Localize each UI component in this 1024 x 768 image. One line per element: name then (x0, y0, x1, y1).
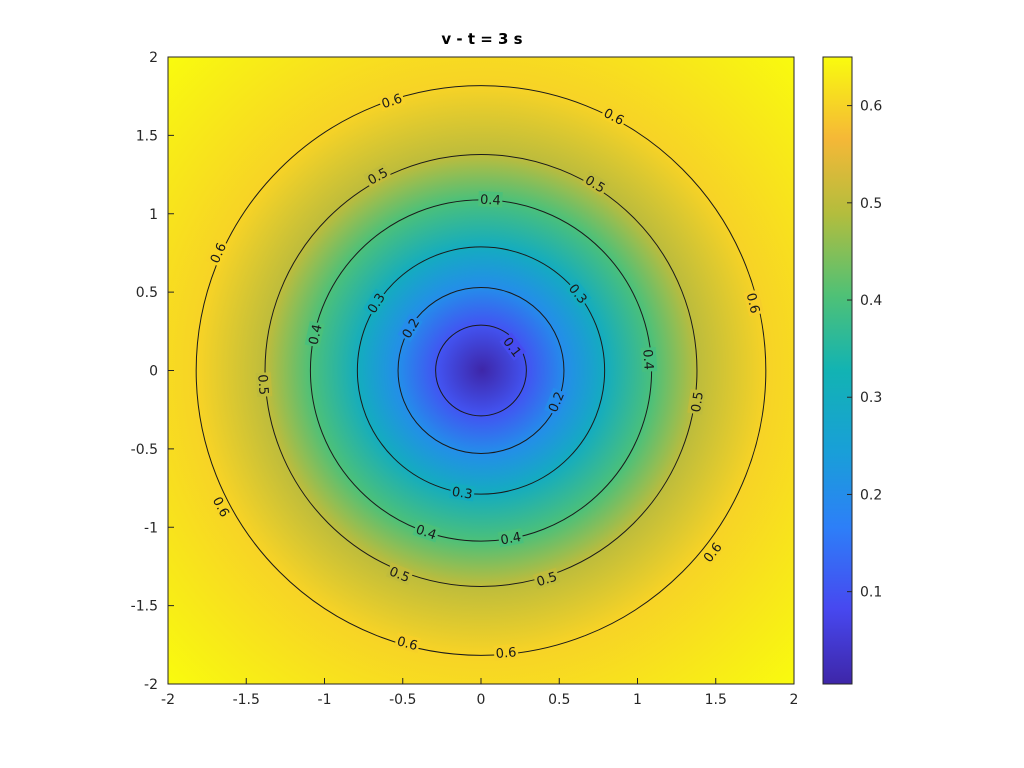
colorbar-frame (822, 56, 853, 685)
contour-labels: 0.10.20.20.3 0.30.30.40.40.40.4 0.40.5 0.50… (205, 89, 764, 662)
contour-label: 0.5 (385, 562, 414, 586)
contour-label-text: 0.6 (495, 645, 517, 662)
contour-label: 0.3 (449, 483, 476, 503)
contour-label-gap (640, 347, 658, 372)
contour-label: 0.4 (412, 520, 441, 543)
contour-line-0.1 (435, 324, 527, 417)
contour-label-gap (397, 313, 423, 343)
y-tick-label: -1.5 (131, 599, 158, 615)
x-tick-label: 0.5 (548, 692, 570, 708)
contour-label-text: 0.4 (414, 522, 438, 543)
x-tick-label: 0 (477, 692, 486, 708)
y-tick-label: -0.5 (131, 442, 158, 458)
colorbar: 0.6 0.5 0.4 0.3 0.2 0.1 (822, 56, 882, 685)
contour-label-gap (565, 279, 592, 308)
contour-line-0.3 (356, 246, 606, 495)
x-tick-label: -1 (318, 692, 332, 708)
y-tick-label: 2 (149, 50, 158, 66)
y-tick-label: 1 (149, 207, 158, 223)
contour-label-gap (581, 170, 610, 197)
contour-label-gap (449, 483, 476, 502)
contour-label-gap (205, 238, 230, 267)
contour-label-text: 0.2 (546, 390, 568, 415)
contour-label-text: 0.4 (307, 323, 326, 346)
contour-line-0.6 (195, 85, 767, 656)
colorbar-tick-label: 0.4 (860, 293, 882, 309)
contour-label: 0.4 (497, 528, 524, 548)
contour-label-text: 0.5 (689, 391, 707, 414)
colorbar-tick-label: 0.2 (860, 487, 882, 503)
colorbar-ticks: 0.6 0.5 0.4 0.3 0.2 0.1 (847, 99, 882, 601)
contour-label-gap (600, 103, 629, 129)
contour-label-text: 0.5 (387, 564, 412, 586)
chart-title: v - t = 3 s (441, 30, 522, 48)
y-tick-label: 0.5 (136, 285, 158, 301)
contour-label-gap (385, 562, 414, 586)
contour-label: 0.5 (687, 388, 707, 415)
contour-label-text: 0.4 (480, 193, 501, 209)
contour-label-gap (209, 492, 234, 521)
contour-line-0.2 (397, 287, 565, 454)
contour-label: 0.5 (254, 372, 273, 398)
contour-label-text: 0.6 (743, 291, 763, 315)
contour-label-text: 0.5 (535, 570, 559, 591)
colorbar-tick-label: 0.6 (860, 99, 882, 115)
contour-label: 0.6 (394, 632, 422, 654)
y-tick-label: -2 (144, 677, 158, 693)
contour-label-text: 0.4 (499, 530, 522, 548)
contour-label: 0.6 (377, 89, 406, 112)
contour-label-gap (544, 387, 568, 416)
contour-label-gap (377, 89, 406, 112)
x-tick-label: 1 (633, 692, 642, 708)
contour-label: 0.5 (532, 567, 561, 591)
contour-label: 0.6 (493, 643, 519, 662)
colorbar-tick-label: 0.1 (860, 585, 882, 601)
contour-label-gap (499, 332, 526, 361)
colorbar-tick-label: 0.5 (860, 196, 882, 212)
contour-label-gap (412, 520, 441, 543)
x-tick-label: -0.5 (389, 692, 416, 708)
x-tick-label: 2 (790, 692, 799, 708)
contour-label-gap (743, 289, 764, 317)
x-axis: -2 -1.5 -1 -0.5 0 0.5 1 1.5 2 (161, 678, 798, 708)
contour-line-0.5 (264, 154, 698, 587)
contour-label-text: 0.6 (395, 634, 419, 654)
x-tick-label: -2 (161, 692, 175, 708)
contour-label: 0.4 (478, 191, 503, 209)
contour-label-gap (478, 191, 503, 208)
contour-label-gap (304, 321, 325, 348)
contour-label: 0.4 (304, 321, 326, 348)
contour-label-gap (394, 632, 422, 654)
y-tick-label: 1.5 (136, 128, 158, 144)
contour-label-gap (687, 388, 706, 415)
y-axis: 2 1.5 1 0.5 0 -0.5 -1 -1.5 -2 (131, 50, 174, 693)
colorbar-tick-label: 0.3 (860, 390, 882, 406)
contour-label-gap (493, 643, 519, 661)
x-tick-label: 1.5 (705, 692, 727, 708)
field-surface (168, 57, 794, 684)
contour-label-gap (532, 567, 561, 590)
contour-label-text: 0.6 (380, 91, 404, 112)
y-tick-label: 0 (149, 364, 158, 380)
x-tick-label: -1.5 (233, 692, 260, 708)
plot-area: 0.10.20.20.3 0.30.30.40.40.40.4 0.40.5 0.50… (168, 57, 794, 684)
contour-label-text: 0.3 (451, 485, 474, 503)
contour-label-text: 0.5 (254, 374, 270, 396)
contour-label-text: 0.4 (639, 349, 655, 371)
contour-label: 0.6 (743, 289, 764, 317)
colorbar-fill (823, 57, 852, 684)
contour-label-gap (363, 163, 392, 188)
contour-label: 0.4 (639, 347, 658, 372)
contour-label-gap (255, 372, 273, 398)
contour-label-gap (698, 537, 726, 567)
contour-label-gap (362, 288, 389, 317)
y-tick-label: -1 (144, 520, 158, 536)
contour-label: 0.2 (544, 387, 568, 416)
contour-label-gap (497, 528, 524, 548)
